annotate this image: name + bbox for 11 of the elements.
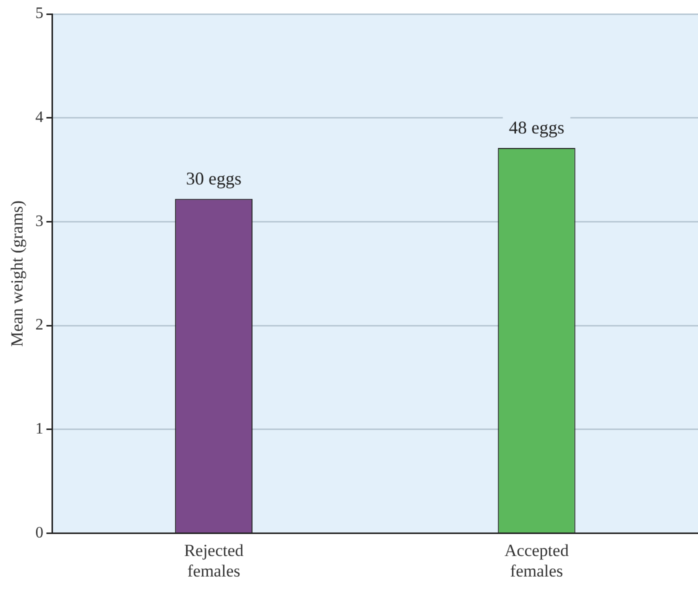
y-tick-label: 1 — [35, 420, 44, 438]
x-tick-label: Rejected females — [184, 540, 244, 580]
y-tick-label: 2 — [35, 316, 44, 334]
y-tick-label: 3 — [35, 212, 44, 230]
y-tick-label: 4 — [35, 109, 44, 126]
y-axis-title: Mean weight (grams) — [8, 200, 27, 347]
x-tick-label: Accepted females — [504, 540, 570, 580]
annotation: 48 eggs — [508, 118, 564, 138]
y-tick-label: 5 — [35, 5, 44, 22]
annotation: 30 eggs — [186, 168, 242, 189]
y-tick-label: 0 — [35, 524, 44, 542]
